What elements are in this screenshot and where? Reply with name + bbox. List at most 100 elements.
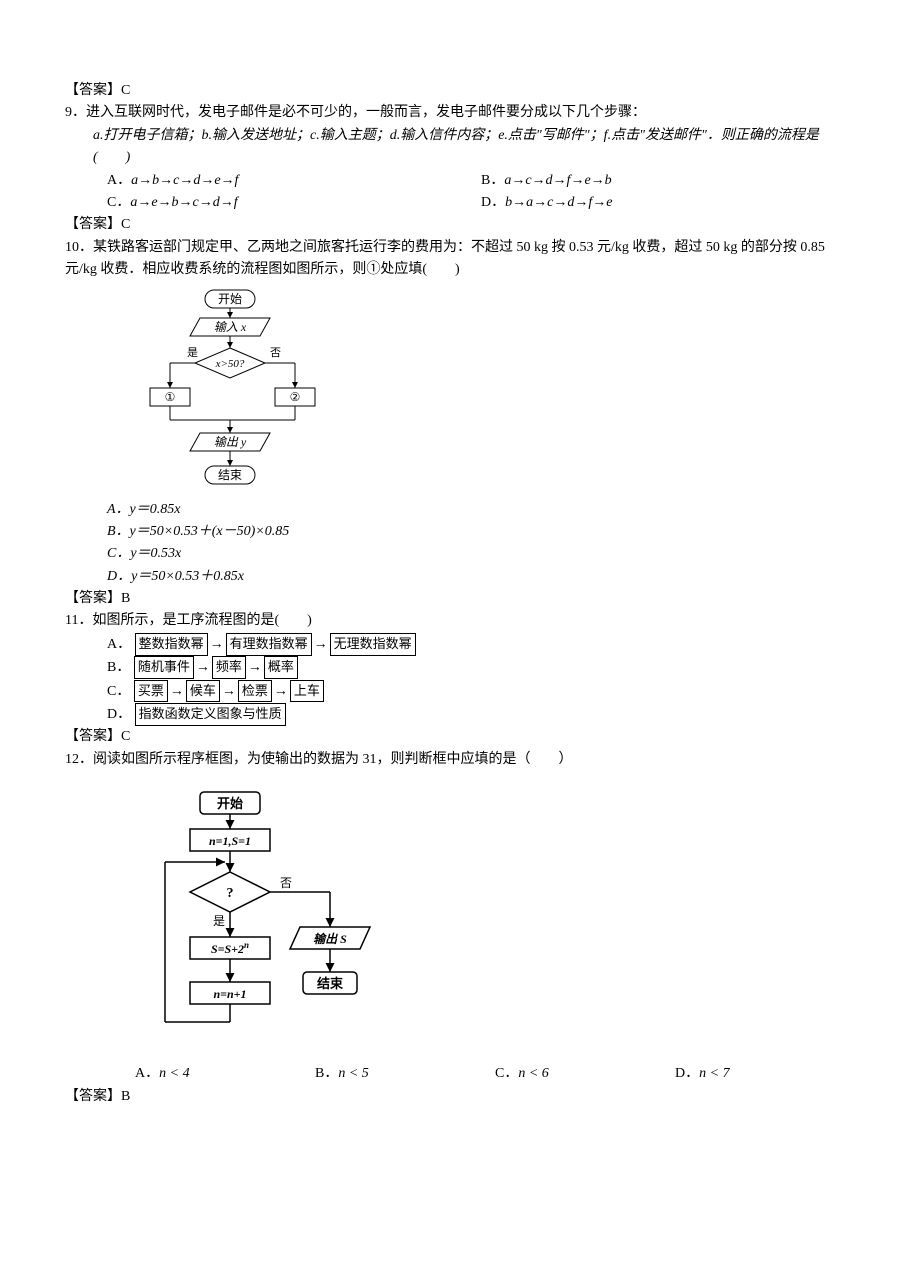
q12-end: 结束 — [317, 976, 344, 991]
q12-init: n=1,S=1 — [209, 834, 251, 848]
q10-optB-text: B．y＝50×0.53＋(x－50)×0.85 — [107, 524, 289, 539]
q10-flowchart-svg: 开始 输入 x x>50? 是 ① 否 ② — [145, 288, 335, 493]
q10-answer: 【答案】B — [65, 588, 855, 610]
question-9: 9．进入互联网时代，发电子邮件是必不可少的，一般而言，发电子邮件要分成以下几个步… — [65, 102, 855, 214]
q12-optC-text: n < 6 — [518, 1066, 548, 1081]
q10-text: 某铁路客运部门规定甲、乙两地之间旅客托运行李的费用为：不超过 50 kg 按 0… — [65, 240, 825, 277]
q11-optC-box3: 上车 — [290, 680, 324, 703]
q11-optD: D． 指数函数定义图象与性质 — [107, 703, 855, 726]
q11-optC-box1: 候车 — [186, 680, 220, 703]
q11-optD-label: D． — [107, 707, 131, 722]
q12-optB: B．n < 5 — [315, 1063, 495, 1085]
arrow-icon: → — [248, 660, 262, 675]
q10-box2: ② — [290, 390, 301, 404]
q9-optC-text: a→e→b→c→d→f — [130, 195, 237, 210]
q9-optC-label: C． — [107, 195, 130, 210]
arrow-icon: → — [274, 684, 288, 699]
q12-output: 输出 S — [313, 932, 347, 946]
q9-text-part1: 进入互联网时代，发电子邮件是必不可少的，一般而言，发电子邮件要分成以下几个步骤： — [86, 105, 646, 120]
q9-optC: C．a→e→b→c→d→f — [107, 192, 481, 214]
q11-optC: C． 买票→候车→检票→上车 — [107, 680, 855, 703]
q12-no-label: 否 — [280, 876, 292, 890]
q12-yes-label: 是 — [213, 914, 225, 928]
q10-optC: C．y＝0.53x — [107, 543, 855, 565]
q10-no-label: 否 — [270, 347, 281, 359]
arrow-icon: → — [196, 660, 210, 675]
q11-optB-box2: 概率 — [264, 656, 298, 679]
q12-optD: D．n < 7 — [675, 1063, 855, 1085]
q10-optD: D．y＝50×0.53＋0.85x — [107, 566, 855, 588]
q12-decision: ? — [227, 886, 234, 901]
q12-optA-text: n < 4 — [159, 1066, 189, 1081]
q12-optB-text: n < 5 — [338, 1066, 368, 1081]
q9-number: 9． — [65, 105, 86, 120]
question-11: 11．如图所示，是工序流程图的是( ) A． 整数指数幂→有理数指数幂→无理数指… — [65, 610, 855, 726]
q9-optA-text: a→b→c→d→e→f — [131, 173, 238, 188]
q11-optC-box2: 检票 — [238, 680, 272, 703]
q9-optD: D．b→a→c→d→f→e — [481, 192, 855, 214]
q9-options-row2: C．a→e→b→c→d→f D．b→a→c→d→f→e — [107, 192, 855, 214]
q11-optB: B． 随机事件→频率→概率 — [107, 656, 855, 679]
q9-steps: a.打开电子信箱；b.输入发送地址；c.输入主题；d.输入信件内容；e.点击"写… — [93, 125, 855, 170]
q11-optB-box1: 频率 — [212, 656, 246, 679]
q10-optA-text: A．y＝0.85x — [107, 502, 180, 517]
q12-optA: A．n < 4 — [135, 1063, 315, 1085]
q10-end: 结束 — [218, 468, 242, 482]
q10-optC-text: C．y＝0.53x — [107, 546, 181, 561]
q12-options: A．n < 4 B．n < 5 C．n < 6 D．n < 7 — [135, 1063, 855, 1085]
q12-optB-label: B． — [315, 1066, 338, 1081]
q11-optB-label: B． — [107, 660, 130, 675]
q12-number: 12． — [65, 752, 93, 767]
question-12: 12．阅读如图所示程序框图，为使输出的数据为 31，则判断框中应填的是（ ） 开… — [65, 749, 855, 1086]
q9-optA-label: A． — [107, 173, 131, 188]
q10-decision: x>50? — [215, 358, 245, 370]
q9-optB-label: B． — [481, 173, 504, 188]
q11-optA-box1: 有理数指数幂 — [226, 633, 312, 656]
arrow-icon: → — [314, 637, 328, 652]
q11-text: 如图所示，是工序流程图的是( ) — [92, 613, 311, 628]
q10-yes-label: 是 — [187, 346, 198, 359]
q9-optD-text: b→a→c→d→f→e — [505, 195, 612, 210]
q9-options-row1: A．a→b→c→d→e→f B．a→c→d→f→e→b — [107, 170, 855, 192]
q12-optA-label: A． — [135, 1066, 159, 1081]
q12-optD-label: D． — [675, 1066, 699, 1081]
q11-optC-label: C． — [107, 684, 130, 699]
q12-optC-label: C． — [495, 1066, 518, 1081]
q10-start: 开始 — [218, 292, 242, 306]
q11-optD-box0: 指数函数定义图象与性质 — [135, 703, 286, 726]
q12-answer: 【答案】B — [65, 1086, 855, 1108]
q9-steps-text: a.打开电子信箱；b.输入发送地址；c.输入主题；d.输入信件内容；e.点击"写… — [93, 128, 819, 165]
q12-start: 开始 — [217, 796, 243, 811]
q10-optD-text: D．y＝50×0.53＋0.85x — [107, 569, 244, 584]
q9-optB-text: a→c→d→f→e→b — [504, 173, 611, 188]
q12-proc2: n=n+1 — [213, 987, 246, 1001]
q12-optD-text: n < 7 — [699, 1066, 729, 1081]
q8-answer: 【答案】C — [65, 80, 855, 102]
q11-optC-box0: 买票 — [134, 680, 168, 703]
q12-flowchart: 开始 n=1,S=1 ? 是 S=S+2n n=n+1 否 — [155, 787, 385, 1047]
q10-input: 输入 x — [214, 320, 247, 334]
q9-optD-label: D． — [481, 195, 505, 210]
question-10: 10．某铁路客运部门规定甲、乙两地之间旅客托运行李的费用为：不超过 50 kg … — [65, 237, 855, 588]
q10-optA: A．y＝0.85x — [107, 499, 855, 521]
q10-output: 输出 y — [214, 435, 247, 449]
q11-optA-label: A． — [107, 637, 131, 652]
q10-number: 10． — [65, 240, 93, 255]
q10-box1: ① — [165, 390, 176, 404]
arrow-icon: → — [210, 637, 224, 652]
q12-text: 阅读如图所示程序框图，为使输出的数据为 31，则判断框中应填的是（ ） — [93, 752, 573, 767]
arrow-icon: → — [170, 684, 184, 699]
q9-optB: B．a→c→d→f→e→b — [481, 170, 855, 192]
q11-optA-box2: 无理数指数幂 — [330, 633, 416, 656]
q11-answer: 【答案】C — [65, 726, 855, 748]
q10-flowchart: 开始 输入 x x>50? 是 ① 否 ② — [145, 288, 855, 493]
q12-optC: C．n < 6 — [495, 1063, 675, 1085]
q11-optB-box0: 随机事件 — [134, 656, 194, 679]
q11-optA: A． 整数指数幂→有理数指数幂→无理数指数幂 — [107, 633, 855, 656]
q12-flowchart-svg: 开始 n=1,S=1 ? 是 S=S+2n n=n+1 否 — [155, 787, 385, 1047]
q9-optA: A．a→b→c→d→e→f — [107, 170, 481, 192]
arrow-icon: → — [222, 684, 236, 699]
q11-optA-box0: 整数指数幂 — [135, 633, 208, 656]
q11-number: 11． — [65, 613, 92, 628]
q9-answer: 【答案】C — [65, 214, 855, 236]
